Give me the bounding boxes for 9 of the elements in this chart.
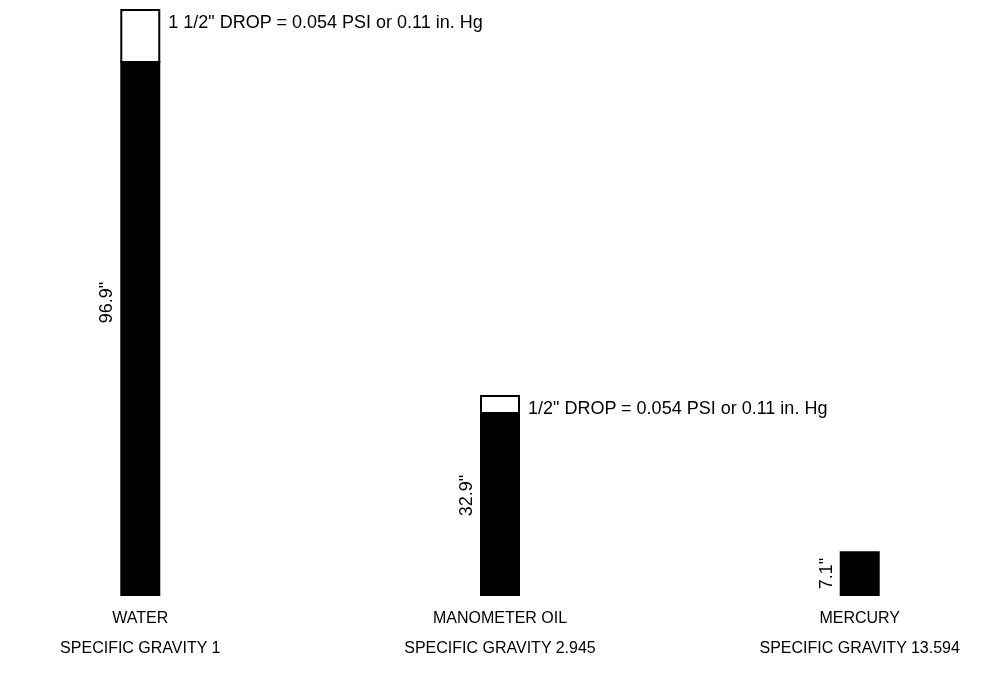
annotation: 7.1" (815, 557, 836, 590)
x-tick-label: MERCURY SPECIFIC GRAVITY 13.594 (759, 608, 960, 656)
annotation: 32.9" (456, 474, 476, 517)
x-tick-label: WATER SPECIFIC GRAVITY 1 (60, 608, 221, 656)
annotation: 1 1/2" DROP = 0.054 PSI or 0.11 in. Hg (168, 12, 483, 32)
bar (839, 551, 880, 596)
x-tick-label: MANOMETER OIL SPECIFIC GRAVITY 2.945 (404, 608, 596, 656)
annotation: 96.9" (96, 281, 117, 324)
annotation: 1/2" DROP = 0.054 PSI or 0.11 in. Hg (528, 398, 828, 419)
